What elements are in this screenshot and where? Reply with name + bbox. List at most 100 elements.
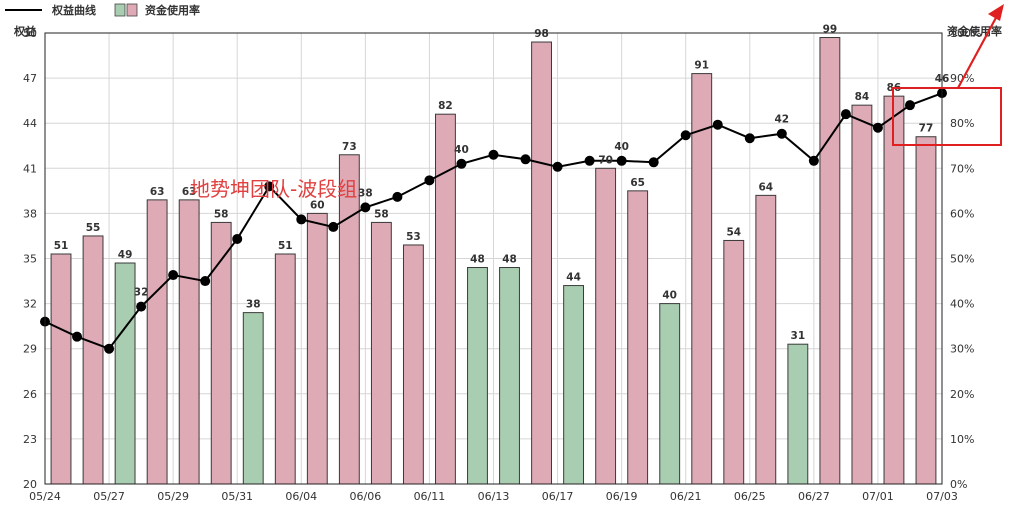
usage-bar: [146, 199, 168, 485]
usage-bar: [883, 95, 905, 485]
usage-bar: [723, 239, 745, 485]
equity-point: [136, 301, 147, 312]
equity-point: [264, 181, 275, 192]
usage-bar: [402, 244, 424, 485]
y-left-tick-label: 23: [23, 433, 37, 446]
usage-bar: [819, 37, 841, 485]
y-left-tick-label: 29: [23, 343, 37, 356]
legend-line-label: 权益曲线: [51, 3, 96, 17]
equity-point: [392, 191, 403, 202]
bar-value-label: 51: [278, 240, 293, 252]
watermark-text: 地势坤团队-波段组: [190, 177, 357, 201]
usage-bar: [274, 253, 296, 485]
equity-point: [872, 122, 883, 133]
y-left-tick-label: 44: [23, 117, 37, 130]
y-right-tick-label: 30%: [950, 343, 974, 356]
usage-bar: [595, 167, 617, 485]
arrow-head: [988, 4, 1004, 21]
legend: 权益曲线 资金使用率: [5, 3, 200, 17]
bar-value-label: 49: [118, 249, 133, 261]
equity-point: [72, 331, 83, 342]
equity-point: [616, 155, 627, 166]
bar-value-label: 51: [54, 240, 69, 252]
equity-point: [360, 202, 371, 213]
equity-point: [712, 119, 723, 130]
bar-value-label: 48: [502, 254, 517, 266]
equity-point-label: 42: [775, 114, 790, 126]
bar-value-label: 65: [630, 177, 645, 189]
x-tick-label: 06/13: [478, 490, 510, 503]
y-left-tick-label: 32: [23, 298, 37, 311]
x-tick-label: 07/01: [862, 490, 894, 503]
bar-value-label: 73: [342, 141, 357, 153]
equity-point-label: 32: [134, 287, 149, 299]
y-left-tick-label: 50: [23, 27, 37, 40]
y-left-tick-label: 35: [23, 253, 37, 266]
bar-value-label: 54: [726, 226, 741, 238]
bar-value-label: 84: [855, 91, 870, 103]
usage-bar: [178, 199, 200, 485]
y-left-tick-label: 41: [23, 162, 37, 175]
equity-point: [680, 130, 691, 141]
equity-point: [456, 158, 467, 169]
x-tick-label: 07/03: [926, 490, 958, 503]
usage-bar: [627, 190, 649, 485]
equity-point: [424, 175, 435, 186]
usage-bar: [531, 41, 552, 485]
y-right-tick-label: 70%: [950, 162, 974, 175]
bar-value-label: 70: [598, 154, 613, 166]
equity-point: [648, 157, 659, 168]
usage-bar: [210, 221, 232, 485]
y-right-tick-label: 80%: [950, 117, 974, 130]
x-tick-label: 06/04: [285, 490, 317, 503]
bar-value-label: 53: [406, 231, 421, 243]
x-tick-label: 06/27: [798, 490, 830, 503]
equity-point: [168, 270, 179, 281]
bar-value-label: 99: [823, 24, 838, 36]
y-left-tick-label: 26: [23, 388, 37, 401]
x-tick-label: 06/21: [670, 490, 702, 503]
usage-bar: [851, 104, 873, 485]
arrow-shaft: [957, 13, 999, 89]
bar-value-label: 48: [470, 254, 485, 266]
y-left-tick-label: 38: [23, 207, 37, 220]
usage-bar: [563, 285, 585, 485]
usage-bar: [50, 253, 72, 485]
equity-point: [296, 214, 307, 225]
equity-point-label: 40: [454, 144, 469, 156]
usage-bar: [467, 267, 488, 485]
equity-point: [776, 128, 787, 139]
usage-bar: [659, 303, 681, 485]
equity-point: [488, 149, 499, 160]
legend-bar-swatch-green: [114, 3, 126, 17]
bar-series: [50, 37, 937, 485]
bar-value-label: 58: [214, 208, 229, 220]
bar-value-label: 77: [919, 123, 934, 135]
bar-value-label: 44: [566, 272, 581, 284]
bar-value-label: 98: [534, 28, 549, 40]
bar-value-label: 60: [310, 199, 325, 211]
y-right-tick-label: 0%: [950, 478, 967, 491]
usage-bar: [114, 262, 136, 485]
usage-bar: [691, 73, 713, 485]
bar-value-label: 64: [758, 181, 773, 193]
x-tick-label: 06/19: [606, 490, 638, 503]
highlight-box: [892, 87, 1002, 146]
equity-point: [520, 154, 531, 165]
y-right-axis-title: 资金使用率: [947, 24, 1002, 38]
x-tick-label: 05/31: [221, 490, 253, 503]
x-tick-label: 05/27: [93, 490, 125, 503]
x-tick-label: 05/24: [29, 490, 61, 503]
usage-bar: [499, 267, 520, 485]
equity-point: [840, 109, 851, 120]
usage-bar: [242, 312, 264, 485]
equity-point: [904, 100, 915, 111]
y-right-tick-label: 20%: [950, 388, 974, 401]
equity-point: [104, 343, 115, 354]
usage-bar: [306, 212, 328, 485]
usage-bar: [82, 235, 104, 485]
equity-point-label: 38: [358, 187, 373, 199]
bar-value-label: 55: [86, 222, 101, 234]
